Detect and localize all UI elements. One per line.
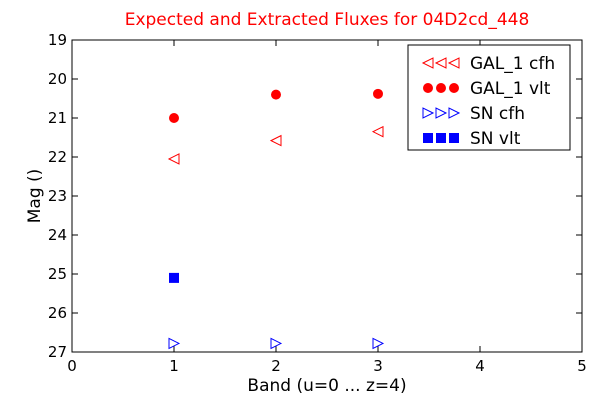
data-point: [269, 134, 282, 147]
legend-marker: [448, 107, 461, 119]
y-tick-label: 19: [48, 31, 67, 49]
legend-frame: [407, 44, 571, 151]
legend-marker: [434, 57, 447, 69]
y-tick-label: 26: [48, 304, 67, 322]
legend-marker: [423, 83, 433, 93]
legend-marker: [422, 107, 435, 119]
legend-label: GAL_1 vlt: [470, 79, 551, 99]
legend-label: SN cfh: [470, 104, 525, 124]
y-tick-label: 27: [48, 343, 67, 361]
y-tick-label: 25: [48, 265, 67, 283]
legend-label: SN vlt: [470, 129, 521, 149]
data-point: [271, 89, 281, 100]
data-point: [169, 113, 179, 123]
y-tick-label: 20: [48, 70, 67, 88]
data-point: [167, 153, 180, 165]
data-point: [270, 337, 283, 350]
x-tick-label: 0: [67, 357, 77, 375]
x-tick-label: 4: [475, 357, 485, 375]
y-tick-label: 22: [48, 148, 67, 166]
legend-label: GAL_1 cfh: [470, 54, 555, 74]
data-point: [373, 88, 383, 99]
legend: GAL_1 cfh GAL_1 vlt SN cfh SN vlt: [407, 44, 571, 151]
legend-marker: [436, 83, 446, 93]
y-tick-label: 23: [48, 187, 67, 205]
legend-marker: [421, 57, 434, 69]
legend-marker: [436, 133, 446, 143]
x-tick-label: 3: [373, 357, 383, 375]
data-marks: [167, 88, 385, 350]
data-point: [169, 272, 179, 283]
legend-marker: [423, 133, 433, 143]
data-point: [168, 337, 181, 350]
y-tick-label: 21: [48, 109, 67, 127]
y-axis-label: Mag (): [25, 169, 45, 224]
data-point: [371, 125, 384, 138]
legend-marker: [447, 57, 460, 69]
x-tick-label: 2: [271, 357, 281, 375]
chart-title: Expected and Extracted Fluxes for 04D2cd…: [125, 10, 530, 30]
y-tick-label: 24: [48, 226, 67, 244]
x-tick-label: 5: [577, 357, 587, 375]
legend-marker: [449, 83, 459, 93]
x-axis-label: Band (u=0 ... z=4): [247, 376, 406, 396]
x-tick-label: 1: [169, 357, 179, 375]
legend-marker: [435, 107, 448, 119]
data-point: [372, 337, 385, 350]
legend-marker: [449, 133, 459, 143]
